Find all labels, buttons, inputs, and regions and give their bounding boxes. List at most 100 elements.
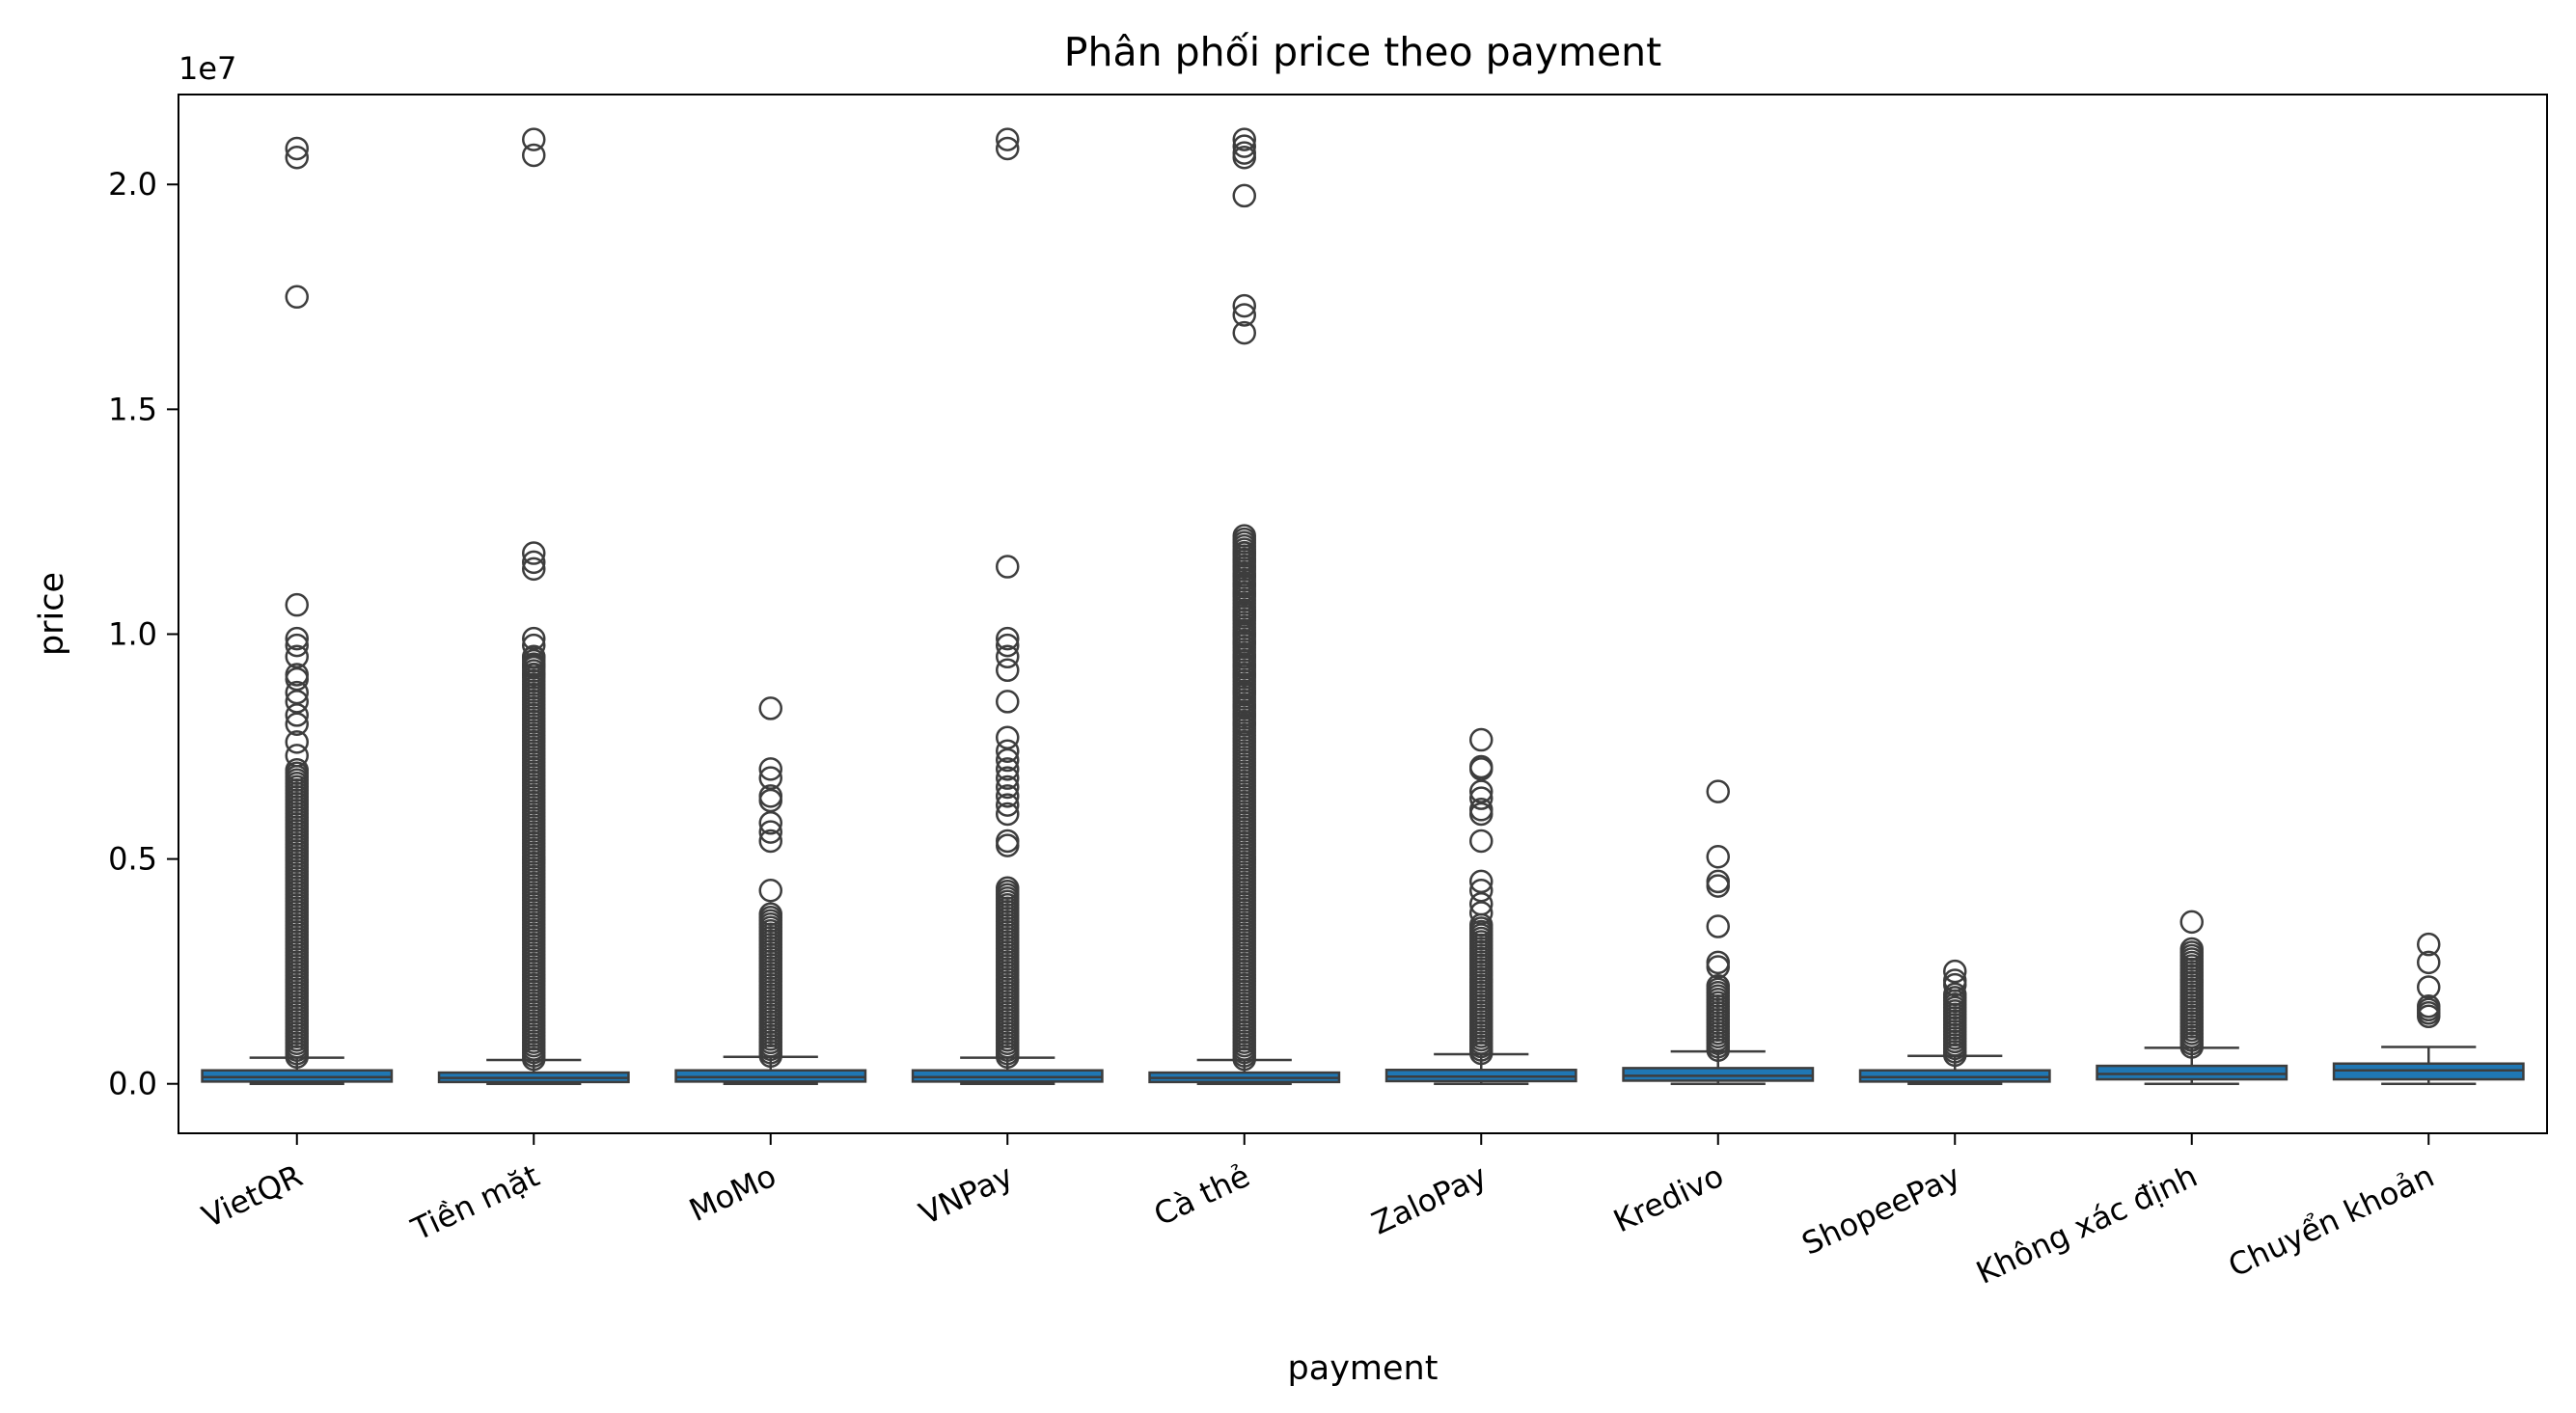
outlier-point xyxy=(1232,303,1256,327)
outlier-point xyxy=(1232,622,1256,646)
box-group-2 xyxy=(437,127,630,1085)
outlier-point xyxy=(996,725,1020,749)
outlier-point xyxy=(1232,183,1256,208)
outlier-point xyxy=(1469,779,1494,803)
outlier-point xyxy=(1232,703,1256,727)
outlier-point xyxy=(2179,910,2204,935)
outlier-point xyxy=(1943,982,1967,1007)
outlier-point xyxy=(1232,524,1256,548)
box-group-4 xyxy=(911,127,1104,1085)
outlier-point xyxy=(758,696,782,720)
outlier-point xyxy=(996,555,1020,579)
box-group-8 xyxy=(1858,959,2051,1085)
outlier-point xyxy=(2417,932,2441,957)
outlier-point xyxy=(285,633,309,658)
outlier-point xyxy=(285,680,309,705)
outlier-point xyxy=(996,644,1020,669)
outlier-point xyxy=(996,739,1020,763)
outlier-point xyxy=(996,690,1020,714)
outlier-point xyxy=(285,690,309,714)
outlier-point xyxy=(1232,563,1256,588)
outlier-point xyxy=(522,663,546,687)
box-marks xyxy=(201,127,2525,1085)
outlier-point xyxy=(285,703,309,727)
outlier-point xyxy=(2417,994,2441,1019)
y-axis-offset-label: 1e7 xyxy=(178,50,236,87)
outlier-point xyxy=(1943,959,1967,984)
box-group-6 xyxy=(1384,727,1577,1085)
outlier-point xyxy=(1469,829,1494,854)
outlier-point xyxy=(1232,653,1256,678)
outlier-point xyxy=(522,127,546,151)
outlier-point xyxy=(285,712,309,736)
outlier-point xyxy=(996,802,1020,827)
outlier-point xyxy=(1232,548,1256,572)
outlier-point xyxy=(1232,604,1256,629)
outlier-point xyxy=(522,550,546,575)
plot-frame xyxy=(178,94,2548,1134)
outlier-point xyxy=(1469,891,1494,916)
outlier-point xyxy=(2179,937,2204,962)
outlier-point xyxy=(758,757,782,781)
outlier-point xyxy=(285,744,309,768)
y-axis-ticks: 0.0 0.5 1.0 1.5 2.0 xyxy=(108,166,178,1102)
box-group-5 xyxy=(1148,127,1341,1085)
y-tick-label: 0.0 xyxy=(108,1066,157,1102)
outlier-point xyxy=(1469,786,1494,810)
outlier-point xyxy=(522,653,546,678)
x-axis-title: payment xyxy=(1288,1349,1439,1388)
outlier-point xyxy=(285,730,309,754)
outlier-point xyxy=(1232,693,1256,719)
outlier-point xyxy=(758,788,782,813)
outlier-point xyxy=(1232,680,1256,705)
outlier-point xyxy=(2417,975,2441,999)
outlier-point xyxy=(1232,127,1256,151)
outlier-point xyxy=(996,876,1020,900)
outlier-point xyxy=(1469,727,1494,752)
outlier-point xyxy=(285,644,309,669)
outlier-point xyxy=(1232,146,1256,170)
outlier-point xyxy=(1232,555,1256,579)
outlier-point xyxy=(1232,631,1256,656)
box-group-3 xyxy=(674,696,867,1085)
box-group-9 xyxy=(2096,910,2288,1085)
outlier-point xyxy=(996,784,1020,808)
outlier-point xyxy=(996,127,1020,151)
outlier-point xyxy=(1232,293,1256,318)
outlier-point xyxy=(1706,779,1730,803)
chart-title: Phân phối price theo payment xyxy=(1064,29,1661,75)
outlier-point xyxy=(1232,320,1256,345)
outlier-point xyxy=(285,146,309,170)
outlier-point xyxy=(1706,914,1730,938)
outlier-point xyxy=(758,902,782,927)
outlier-point xyxy=(522,644,546,669)
outlier-point xyxy=(1232,541,1256,565)
outlier-point xyxy=(996,747,1020,773)
outlier-point xyxy=(758,766,782,790)
outlier-point xyxy=(2417,950,2441,975)
outlier-point xyxy=(996,658,1020,683)
box-group-7 xyxy=(1622,779,1815,1085)
y-tick-label: 2.0 xyxy=(108,166,157,203)
outlier-point xyxy=(1706,845,1730,869)
outlier-point xyxy=(1706,973,1730,998)
outlier-point xyxy=(1232,712,1256,736)
outlier-point xyxy=(1469,869,1494,894)
outlier-point xyxy=(996,626,1020,651)
outlier-point xyxy=(996,757,1020,781)
outlier-point xyxy=(1232,663,1256,687)
outlier-point xyxy=(522,143,546,168)
y-tick-label: 1.5 xyxy=(108,391,157,427)
outlier-point xyxy=(522,557,546,582)
outlier-point xyxy=(758,811,782,835)
outlier-point xyxy=(1469,757,1494,781)
outlier-point xyxy=(996,833,1020,857)
box-iqr xyxy=(2096,1064,2288,1081)
outlier-point xyxy=(758,820,782,844)
outlier-point xyxy=(1469,878,1494,903)
y-tick-label: 0.5 xyxy=(108,841,157,878)
outlier-point xyxy=(1232,644,1256,669)
outlier-point xyxy=(758,829,782,854)
outlier-point xyxy=(522,541,546,565)
